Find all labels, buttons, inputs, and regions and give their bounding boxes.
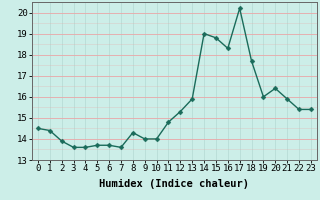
- X-axis label: Humidex (Indice chaleur): Humidex (Indice chaleur): [100, 179, 249, 189]
